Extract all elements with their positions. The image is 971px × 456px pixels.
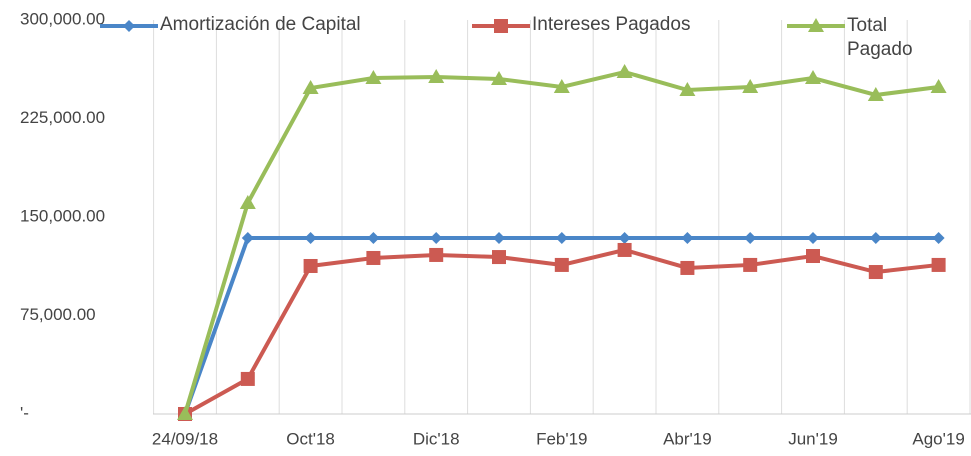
x-tick-label: Oct'18 — [286, 429, 335, 448]
marker — [618, 232, 631, 245]
x-tick-label: Jun'19 — [788, 429, 838, 448]
marker — [808, 18, 824, 32]
marker — [869, 232, 882, 245]
marker — [553, 78, 570, 93]
marker — [367, 232, 380, 245]
y-tick-label: 150,000.00 — [20, 206, 105, 225]
marker — [429, 247, 444, 262]
marker — [867, 86, 884, 101]
marker — [742, 78, 759, 93]
marker — [617, 242, 632, 257]
marker — [365, 70, 382, 85]
y-tick-label: 300,000.00 — [20, 9, 105, 28]
marker — [930, 78, 947, 93]
marker — [932, 232, 945, 245]
marker — [743, 257, 758, 272]
legend-item: Total Pagado — [787, 14, 957, 62]
marker — [240, 371, 255, 386]
series-line — [184, 247, 939, 416]
marker — [304, 232, 317, 245]
x-tick-label: Feb'19 — [536, 429, 587, 448]
legend-swatch — [787, 18, 845, 32]
marker — [492, 250, 506, 265]
marker — [868, 265, 883, 280]
marker — [806, 249, 820, 264]
legend-label: Amortización de Capital — [160, 14, 361, 35]
legend-item: Amortización de Capital — [100, 14, 361, 36]
marker — [239, 194, 256, 209]
legend-swatch — [100, 20, 158, 32]
marker — [241, 232, 254, 245]
marker — [491, 70, 507, 85]
marker — [177, 406, 193, 420]
marker — [931, 257, 946, 272]
y-tick-label: 75,000.00 — [20, 305, 96, 324]
marker — [555, 232, 568, 245]
marker — [366, 250, 381, 265]
marker — [805, 70, 821, 85]
marker — [123, 20, 135, 32]
y-tick-label: 225,000.00 — [20, 108, 105, 127]
marker — [554, 257, 569, 272]
legend-label: Intereses Pagados — [532, 14, 691, 35]
y-tick-label: '- — [20, 403, 29, 422]
legend-swatch — [472, 19, 530, 33]
marker — [302, 80, 319, 95]
marker — [680, 260, 695, 275]
legend-item: Intereses Pagados — [472, 14, 690, 36]
marker — [493, 232, 505, 245]
marker — [616, 64, 633, 79]
marker — [744, 232, 757, 245]
marker — [681, 232, 694, 245]
marker — [494, 19, 508, 33]
marker — [428, 68, 445, 83]
marker — [303, 258, 318, 273]
legend-label: Total Pagado — [847, 15, 913, 60]
x-tick-label: Dic'18 — [413, 429, 460, 448]
x-tick-label: Ago'19 — [912, 429, 964, 448]
marker — [679, 82, 696, 97]
marker — [430, 232, 443, 245]
x-tick-label: Abr'19 — [663, 429, 712, 448]
marker — [807, 232, 819, 245]
x-tick-label: 24/09/18 — [152, 429, 218, 448]
